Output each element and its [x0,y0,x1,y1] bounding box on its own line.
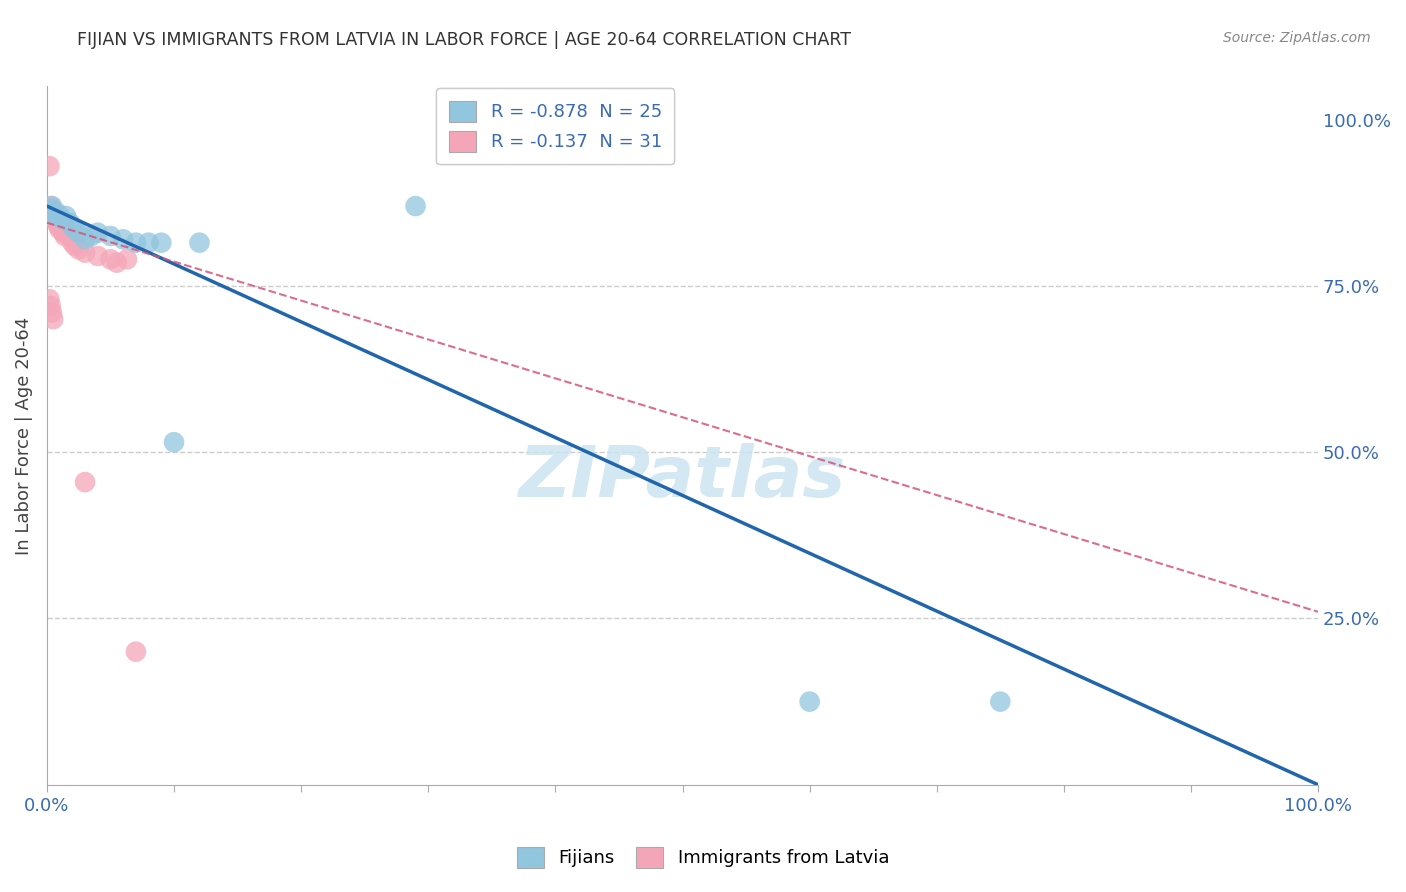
Point [115,252,138,267]
Point [112,232,135,246]
Point [46,219,69,233]
Point [100,252,122,267]
Point [150,235,173,250]
Point [87,226,110,240]
Y-axis label: In Labor Force | Age 20-64: In Labor Force | Age 20-64 [15,317,32,555]
Point [60,219,83,233]
Point [73,232,96,246]
Point [67,226,90,240]
Point [405,199,427,213]
Point [138,235,160,250]
Point [55,226,77,240]
Point [63,222,86,236]
Point [39,199,62,213]
Point [63,239,86,253]
Point [52,226,75,240]
Point [53,229,76,244]
Point [49,219,72,233]
Point [48,222,70,236]
Point [163,435,186,450]
Point [60,235,83,250]
Point [48,209,70,223]
Point [41,199,63,213]
Point [46,216,69,230]
Legend: Fijians, Immigrants from Latvia: Fijians, Immigrants from Latvia [506,836,900,879]
Point [188,235,211,250]
Point [41,202,63,217]
Point [100,229,122,244]
Point [45,209,67,223]
Point [46,205,69,219]
Point [87,249,110,263]
Point [59,229,82,244]
Point [42,312,65,326]
Point [41,305,63,319]
Point [55,209,77,223]
Point [39,299,62,313]
Point [42,205,65,219]
Point [42,205,65,219]
Point [44,212,66,227]
Point [67,243,90,257]
Point [988,695,1011,709]
Point [39,202,62,217]
Point [125,235,148,250]
Point [73,245,96,260]
Point [125,645,148,659]
Point [42,209,65,223]
Text: Source: ZipAtlas.com: Source: ZipAtlas.com [1223,31,1371,45]
Point [51,212,73,227]
Text: ZIPatlas: ZIPatlas [519,443,846,512]
Point [59,216,82,230]
Point [56,222,79,236]
Legend: R = -0.878  N = 25, R = -0.137  N = 31: R = -0.878 N = 25, R = -0.137 N = 31 [436,88,675,164]
Point [38,159,60,173]
Point [80,229,103,244]
Point [799,695,821,709]
Point [105,255,128,269]
Point [51,222,73,236]
Text: FIJIAN VS IMMIGRANTS FROM LATVIA IN LABOR FORCE | AGE 20-64 CORRELATION CHART: FIJIAN VS IMMIGRANTS FROM LATVIA IN LABO… [77,31,851,49]
Point [44,209,66,223]
Point [73,475,96,489]
Point [38,292,60,306]
